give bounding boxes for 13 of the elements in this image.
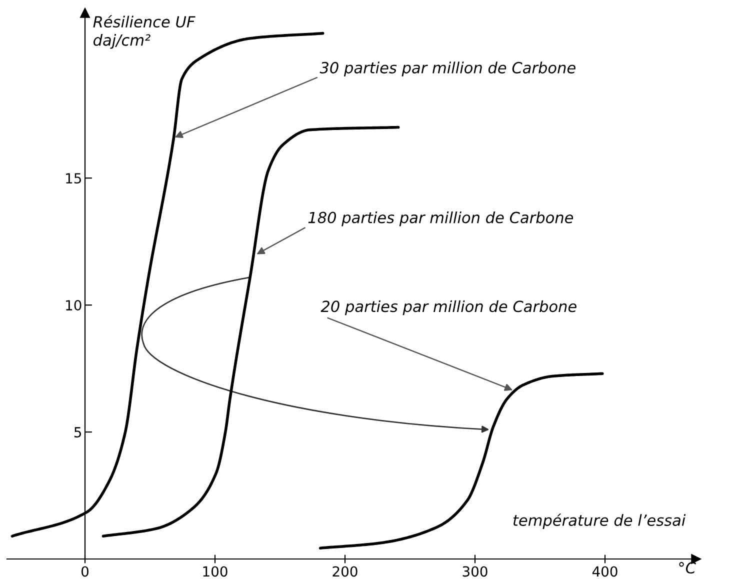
annotation: 30 parties par million de Carbone [320, 62, 576, 76]
y-tick-label: 5 [74, 427, 82, 438]
x-tick-label: 200 [332, 566, 358, 577]
y-tick-label: 15 [66, 173, 82, 184]
annotation: 180 parties par million de Carbone [308, 211, 574, 226]
x-tick-label: 300 [462, 566, 488, 577]
y-tick-label: 10 [66, 300, 82, 311]
x-tick-label: 0 [81, 566, 88, 577]
x-tick-label: 400 [592, 566, 618, 577]
x-tick-label: 100 [203, 566, 228, 577]
y-axis-title: Résilience UF daj/cm² [93, 15, 196, 49]
x-axis-title: température de l’essai [513, 514, 686, 529]
annotation: 20 parties par million de Carbone [320, 300, 576, 316]
